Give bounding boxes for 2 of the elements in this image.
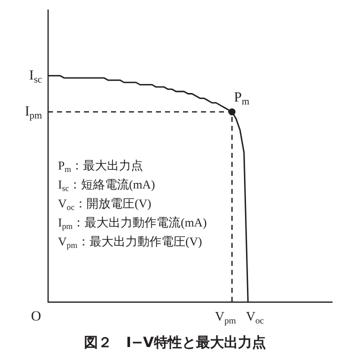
text: 図２ I−V特性と最大出力点 [83, 334, 267, 352]
text: O [30, 310, 42, 325]
